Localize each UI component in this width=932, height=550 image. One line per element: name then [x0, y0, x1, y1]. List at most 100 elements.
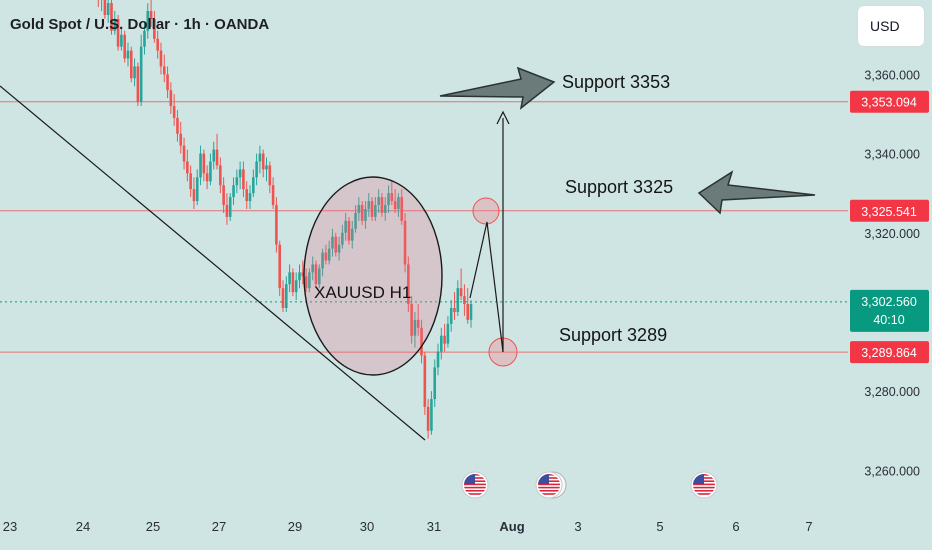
candle	[162, 54, 166, 83]
candle	[153, 10, 156, 43]
candle	[311, 256, 314, 281]
candle	[245, 181, 249, 209]
candles	[97, 0, 473, 439]
candle	[407, 256, 410, 312]
candle	[159, 42, 163, 75]
candle	[261, 149, 265, 178]
candle	[321, 248, 324, 277]
candle	[337, 236, 341, 261]
candle	[219, 157, 222, 194]
candle	[344, 212, 347, 241]
price-badge-label: 3,353.094	[861, 96, 917, 110]
candle	[430, 391, 433, 435]
candle	[469, 300, 473, 328]
us-flag-icon[interactable]	[461, 471, 489, 499]
candle	[324, 244, 328, 265]
price-badge-label: 3,325.541	[861, 205, 917, 219]
target-circle-upper[interactable]	[472, 197, 500, 225]
candle	[275, 197, 278, 253]
candle	[410, 296, 413, 344]
candle	[400, 189, 404, 225]
candle	[387, 185, 390, 213]
candle	[334, 232, 338, 257]
projection-path[interactable]	[469, 221, 504, 353]
x-tick-label: Aug	[499, 519, 524, 534]
candle	[308, 268, 311, 293]
support-label: Support 3353	[562, 72, 670, 92]
candle	[463, 284, 466, 316]
candle	[377, 189, 380, 213]
currency-button[interactable]: USD	[858, 6, 924, 46]
candle	[195, 169, 199, 206]
candle	[215, 133, 219, 170]
us-flag-icon[interactable]	[535, 471, 567, 499]
candle	[238, 161, 242, 190]
candle	[101, 0, 103, 11]
candle	[268, 161, 272, 194]
x-tick-label: 5	[656, 519, 663, 534]
us-flag-icon[interactable]	[690, 471, 718, 499]
candle	[146, 3, 150, 39]
candle	[222, 177, 225, 213]
candle	[199, 145, 202, 186]
candle	[255, 153, 258, 186]
arrow-right-shape[interactable]	[439, 66, 556, 110]
candle	[456, 280, 460, 316]
candle	[453, 292, 456, 320]
trendline[interactable]	[0, 85, 426, 441]
candle	[156, 30, 159, 59]
arrow-left-shape[interactable]	[697, 170, 816, 215]
candle	[136, 62, 140, 107]
price-badge-label: 3,289.864	[861, 346, 917, 360]
candle	[367, 193, 371, 217]
price-badge	[850, 90, 929, 113]
candle	[126, 42, 130, 67]
candle	[304, 268, 308, 293]
candle	[380, 193, 384, 217]
price-badge	[850, 199, 929, 222]
candle	[252, 169, 255, 198]
x-tick-label: 24	[76, 519, 90, 534]
y-tick-label: 3,280.000	[864, 385, 920, 399]
candle	[143, 22, 146, 55]
candle	[294, 272, 298, 301]
candle	[357, 197, 361, 221]
candle	[281, 280, 285, 312]
candle	[271, 177, 275, 209]
candle	[288, 264, 291, 293]
candle	[298, 264, 301, 289]
candle	[202, 149, 206, 182]
candle	[205, 165, 209, 190]
candle	[258, 145, 262, 174]
support-label: Support 3289	[559, 325, 667, 345]
x-tick-label: 31	[427, 519, 441, 534]
candle	[433, 359, 437, 407]
candle	[278, 240, 282, 297]
price-badge-label: 3,302.560	[861, 295, 917, 309]
candle	[416, 304, 420, 336]
candle	[301, 260, 305, 285]
y-tick-label: 3,260.000	[864, 464, 920, 478]
candle	[360, 201, 364, 225]
candle	[179, 121, 183, 154]
candle	[169, 82, 173, 114]
candle	[390, 181, 394, 206]
candle	[103, 0, 107, 19]
price-badge	[850, 341, 929, 364]
candle	[459, 268, 463, 301]
candle	[350, 220, 354, 249]
candle	[242, 161, 245, 198]
candle	[331, 228, 334, 257]
candle	[133, 58, 136, 87]
candle	[413, 311, 417, 348]
support-label: Support 3325	[565, 177, 673, 197]
candle	[449, 300, 453, 332]
candle	[291, 268, 295, 297]
candle	[110, 0, 113, 35]
x-tick-label: 6	[732, 519, 739, 534]
candle	[113, 10, 117, 35]
highlight-ellipse[interactable]	[303, 176, 443, 376]
candle	[123, 30, 126, 63]
candle	[166, 66, 169, 99]
